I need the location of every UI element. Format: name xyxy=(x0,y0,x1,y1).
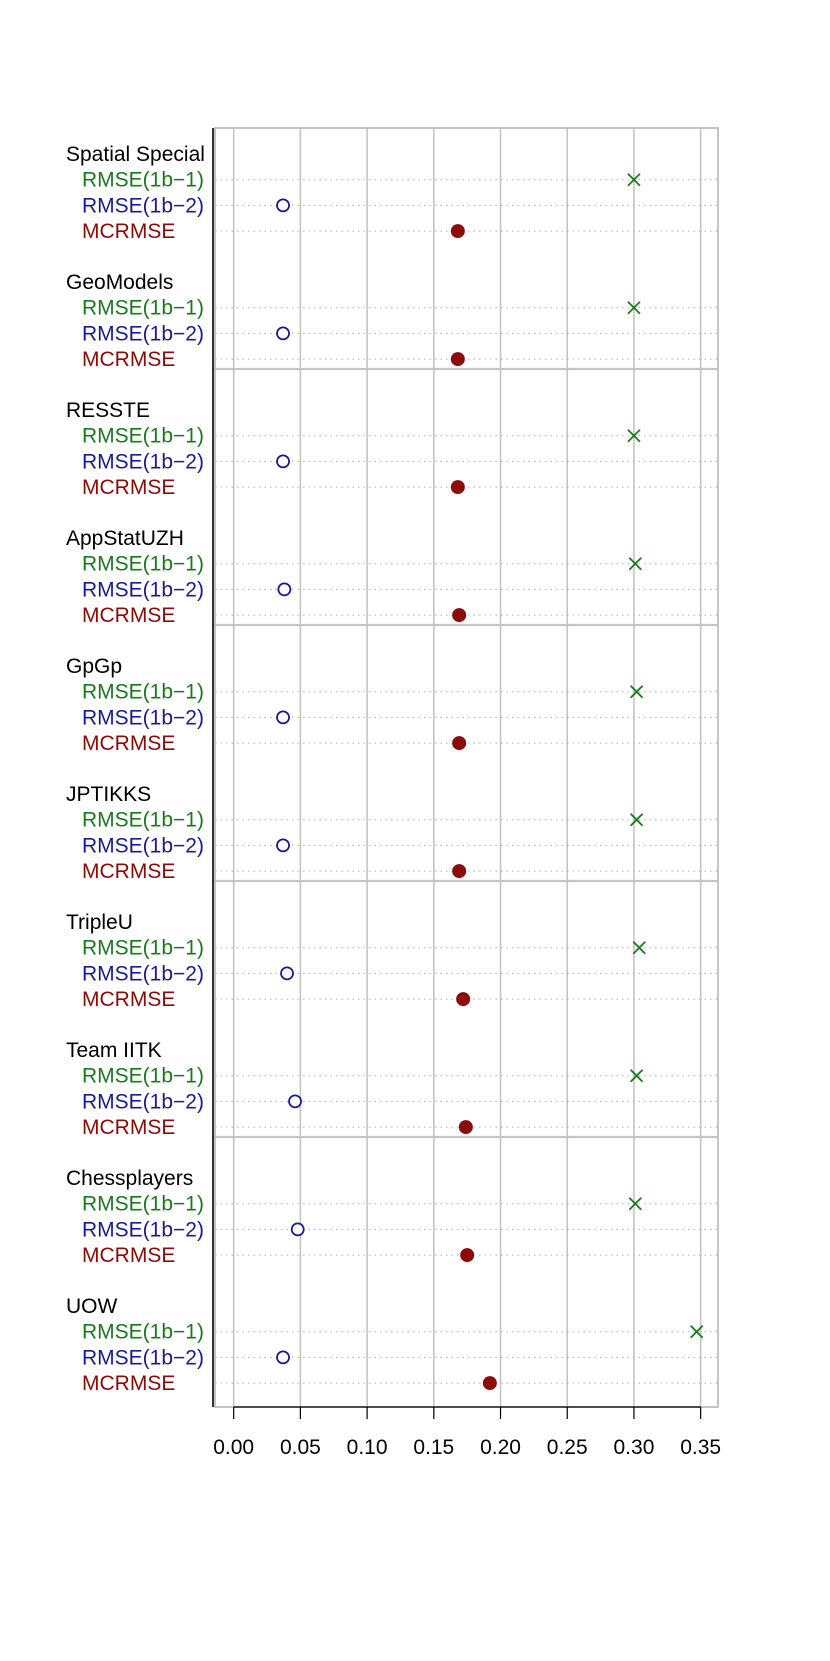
metric-label: RMSE(1b−1) xyxy=(82,681,204,704)
point-rmse-1b-2 xyxy=(276,454,290,469)
metric-label: MCRMSE xyxy=(82,348,175,371)
x-tick-label: 0.25 xyxy=(547,1436,588,1459)
metric-label: RMSE(1b−1) xyxy=(82,809,204,832)
point-rmse-1b-1 xyxy=(628,1197,642,1211)
metric-label: RMSE(1b−1) xyxy=(82,937,204,960)
grid-lines xyxy=(232,128,702,1407)
metric-label: RMSE(1b−2) xyxy=(82,1346,204,1369)
metric-label: MCRMSE xyxy=(82,476,175,499)
team-label: GeoModels xyxy=(66,271,173,294)
metric-label: RMSE(1b−2) xyxy=(82,962,204,985)
team-label: RESSTE xyxy=(66,399,150,422)
point-rmse-1b-2 xyxy=(276,1350,290,1365)
metric-label: RMSE(1b−1) xyxy=(82,425,204,448)
metric-label: MCRMSE xyxy=(82,1116,175,1139)
x-tick-label: 0.35 xyxy=(680,1436,721,1459)
point-rmse-1b-1 xyxy=(629,1069,644,1083)
metric-label: RMSE(1b−2) xyxy=(82,194,204,217)
x-tick-label: 0.15 xyxy=(413,1436,454,1459)
point-rmse-1b-2 xyxy=(276,710,290,725)
point-rmse-1b-1 xyxy=(627,429,641,443)
team-label: JPTIKKS xyxy=(66,783,151,806)
x-tick-label: 0.30 xyxy=(614,1436,655,1459)
point-rmse-1b-1 xyxy=(629,813,644,827)
point-mcrmse xyxy=(460,1248,475,1263)
x-tick-label: 0.10 xyxy=(347,1436,388,1459)
point-rmse-1b-2 xyxy=(288,1094,302,1109)
metric-label: RMSE(1b−1) xyxy=(82,1193,204,1216)
point-mcrmse xyxy=(452,608,467,623)
metric-label: MCRMSE xyxy=(82,988,175,1011)
metric-label: RMSE(1b−1) xyxy=(82,297,204,320)
group-separators xyxy=(213,367,718,1139)
metric-label: MCRMSE xyxy=(82,1244,175,1267)
metric-label: RMSE(1b−2) xyxy=(82,834,204,857)
x-axis: 0.00 0.05 0.10 0.15 0.20 0.25 0.30 0.35 xyxy=(213,1406,721,1459)
team-label: Team IITK xyxy=(66,1039,162,1062)
point-rmse-1b-1 xyxy=(629,685,644,699)
point-mcrmse xyxy=(482,1376,497,1391)
metric-label: MCRMSE xyxy=(82,860,175,883)
point-rmse-1b-2 xyxy=(276,198,290,213)
metric-label: MCRMSE xyxy=(82,220,175,243)
point-rmse-1b-2 xyxy=(277,582,292,597)
team-label: GpGp xyxy=(66,655,122,678)
point-mcrmse xyxy=(452,864,467,879)
point-mcrmse xyxy=(450,352,465,367)
x-tick-label: 0.20 xyxy=(480,1436,521,1459)
metric-label: RMSE(1b−2) xyxy=(82,1218,204,1241)
point-mcrmse xyxy=(450,480,465,495)
team-label: TripleU xyxy=(66,911,133,934)
metric-label: RMSE(1b−2) xyxy=(82,1090,204,1113)
metric-label: RMSE(1b−1) xyxy=(82,1065,204,1088)
metric-label: RMSE(1b−1) xyxy=(82,1321,204,1344)
metric-label: RMSE(1b−2) xyxy=(82,450,204,473)
team-label: AppStatUZH xyxy=(66,527,184,550)
team-label: Spatial Special xyxy=(66,143,205,166)
metric-label: MCRMSE xyxy=(82,732,175,755)
team-label: UOW xyxy=(66,1295,118,1318)
metric-label: MCRMSE xyxy=(82,1372,175,1395)
point-rmse-1b-2 xyxy=(276,838,290,853)
data-markers xyxy=(276,173,704,1391)
point-mcrmse xyxy=(458,1120,473,1135)
team-label: Chessplayers xyxy=(66,1167,193,1190)
metric-label: RMSE(1b−2) xyxy=(82,578,204,601)
point-rmse-1b-1 xyxy=(627,173,641,187)
metric-label: RMSE(1b−1) xyxy=(82,169,204,192)
point-mcrmse xyxy=(452,736,467,751)
point-rmse-1b-2 xyxy=(280,966,294,981)
x-tick-label: 0.00 xyxy=(213,1436,254,1459)
point-mcrmse xyxy=(450,224,465,239)
metric-label: RMSE(1b−1) xyxy=(82,553,204,576)
point-rmse-1b-2 xyxy=(290,1222,305,1237)
point-rmse-1b-1 xyxy=(632,941,646,955)
metric-label: RMSE(1b−2) xyxy=(82,706,204,729)
metric-label: RMSE(1b−2) xyxy=(82,322,204,345)
metric-label: MCRMSE xyxy=(82,604,175,627)
x-tick-label: 0.05 xyxy=(280,1436,321,1459)
point-rmse-1b-2 xyxy=(276,326,290,341)
point-rmse-1b-1 xyxy=(690,1325,704,1339)
row-labels: Spatial SpecialRMSE(1b−1)RMSE(1b−2)MCRMS… xyxy=(66,143,205,1395)
point-rmse-1b-1 xyxy=(628,557,642,571)
point-rmse-1b-1 xyxy=(627,301,641,315)
point-mcrmse xyxy=(456,992,471,1007)
